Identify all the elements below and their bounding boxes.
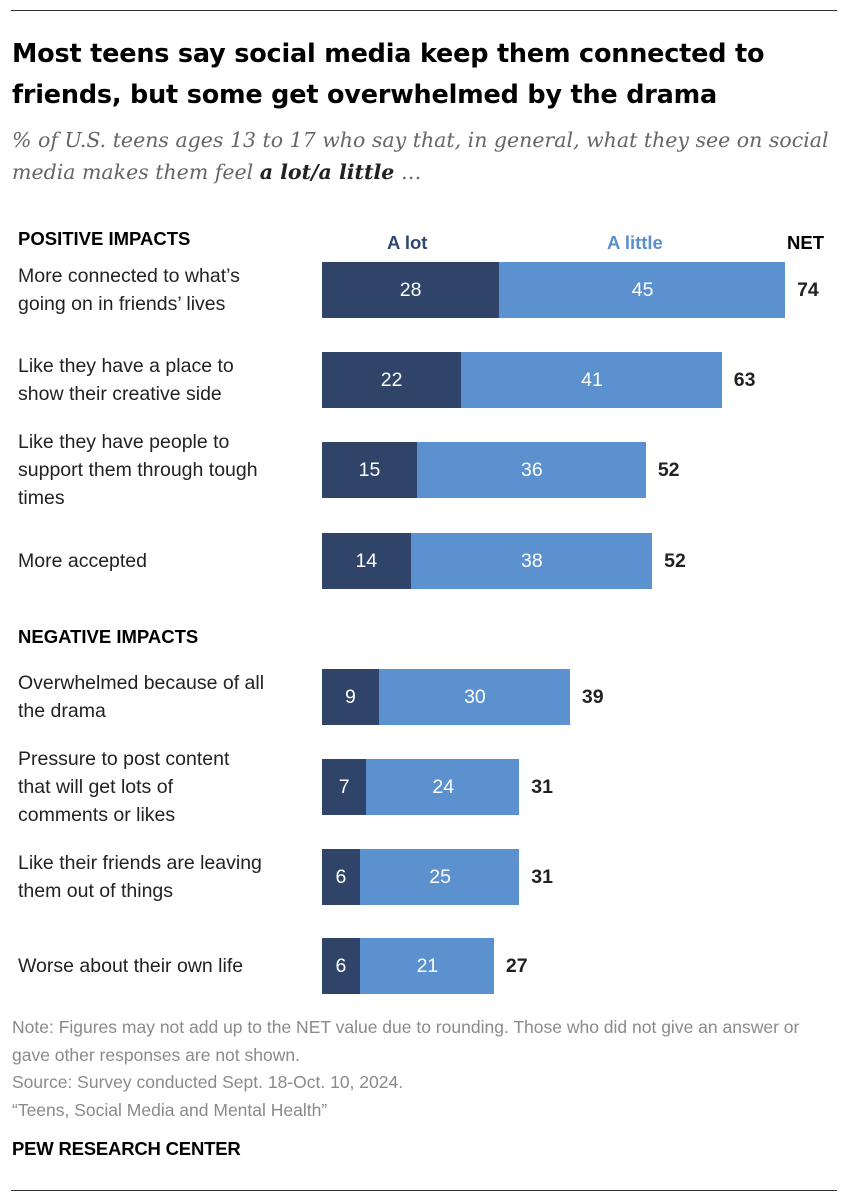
category-label: Like their friends are leaving them out … — [18, 852, 262, 902]
stacked-bar: 9 30 — [322, 669, 570, 725]
net-value-label: 31 — [531, 776, 553, 798]
bar-segment-a-little: 36 — [416, 442, 646, 498]
net-value-label: 27 — [505, 955, 528, 977]
subtitle-text: % of U.S. teens ages 13 to 17 who say th… — [12, 128, 829, 184]
stacked-bar: 14 38 — [322, 533, 653, 589]
stacked-bar: 6 21 — [322, 938, 494, 994]
net-value-label: 39 — [581, 686, 604, 708]
top-rule — [11, 10, 837, 11]
legend-a-little: A little — [607, 232, 663, 253]
bar-segment-a-little: 38 — [410, 533, 653, 589]
brand-logo-text: PEW RESEARCH CENTER — [12, 1138, 241, 1159]
net-value-label: 31 — [531, 866, 553, 888]
category-label: Like they have a place to show their cre… — [18, 355, 234, 405]
category-label: Worse about their own life — [18, 955, 244, 977]
bar-segment-a-little: 30 — [378, 669, 570, 725]
section-header: POSITIVE IMPACTS — [18, 228, 191, 249]
chart-subtitle: % of U.S. teens ages 13 to 17 who say th… — [12, 124, 847, 188]
bar-segment-a-lot: 14 — [322, 533, 411, 589]
stacked-bar: 6 25 — [322, 849, 520, 905]
stacked-bar: 22 41 — [322, 352, 722, 408]
bar-segment-a-little: 45 — [499, 262, 786, 318]
bar-segment-a-lot: 6 — [322, 849, 360, 905]
bar-segment-a-little: 25 — [359, 849, 520, 905]
footnotes: Note: Figures may not add up to the NET … — [12, 1014, 842, 1124]
bar-segment-a-lot: 22 — [322, 352, 462, 408]
stacked-bar: 28 45 — [322, 262, 786, 318]
bar-segment-a-lot: 7 — [322, 759, 367, 815]
bar-segment-a-lot: 6 — [322, 938, 360, 994]
bar-segment-a-lot: 9 — [322, 669, 379, 725]
bottom-rule — [11, 1190, 837, 1191]
note-text: Note: Figures may not add up to the NET … — [12, 1017, 805, 1065]
bar-segment-a-little: 21 — [359, 938, 494, 994]
bar-segment-a-little: 24 — [366, 759, 520, 815]
net-value-label: 52 — [664, 550, 686, 572]
source-text: Source: Survey conducted Sept. 18-Oct. 1… — [12, 1072, 404, 1092]
category-label: Like they have people to support them th… — [18, 431, 258, 509]
bar-segment-a-lot: 15 — [322, 442, 417, 498]
category-label: More connected to what’s going on in fri… — [18, 265, 240, 315]
legend-a-lot: A lot — [387, 232, 428, 253]
report-title: “Teens, Social Media and Mental Health” — [12, 1099, 328, 1120]
section-header: NEGATIVE IMPACTS — [18, 626, 199, 647]
net-value-label: 63 — [733, 369, 756, 391]
net-value-label: 52 — [657, 459, 680, 481]
subtitle-suffix: … — [394, 160, 422, 184]
category-label: Pressure to post content that will get l… — [18, 748, 230, 826]
chart-title: Most teens say social media keep them co… — [12, 39, 765, 110]
subtitle-emphasis: a lot/a little — [259, 160, 395, 184]
category-label: Overwhelmed because of all the drama — [18, 672, 265, 722]
bar-segment-a-lot: 28 — [322, 262, 500, 318]
category-label: More accepted — [18, 550, 147, 572]
bar-segment-a-little: 41 — [461, 352, 722, 408]
net-value-label: 74 — [797, 279, 819, 301]
stacked-bar: 7 24 — [322, 759, 520, 815]
stacked-bar: 15 36 — [322, 442, 646, 498]
legend-net: NET — [787, 232, 824, 253]
